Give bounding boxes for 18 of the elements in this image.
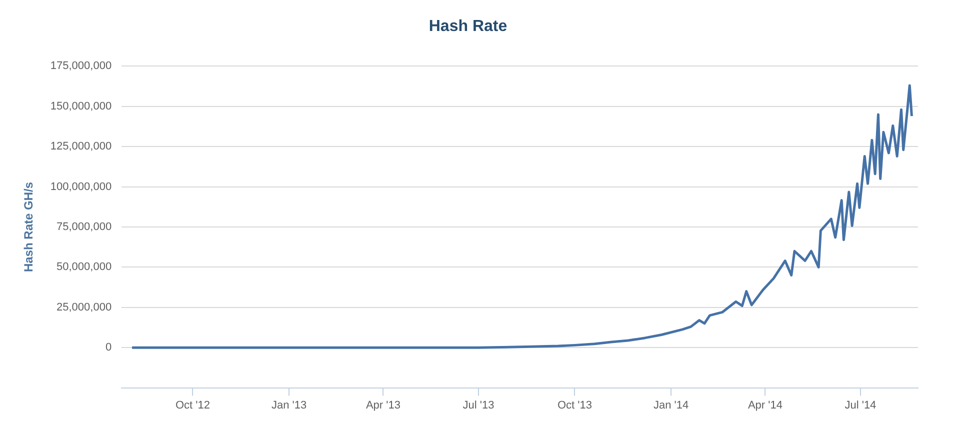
x-tick-label: Jan '14 [653,399,689,412]
y-tick-label: 150,000,000 [50,100,112,112]
x-tick-label: Jan '13 [271,399,307,412]
x-tick-label: Jul '13 [462,399,494,412]
y-axis-title: Hash Rate GH/s [22,182,36,272]
y-tick-label: 50,000,000 [56,261,112,274]
y-tick-label: 75,000,000 [56,221,112,234]
y-tick-label: 0 [105,342,112,354]
y-tick-label: 175,000,000 [50,60,112,72]
x-tick-label: Oct '12 [175,399,210,412]
chart-title: Hash Rate [428,18,508,36]
x-tick-label: Jul '14 [844,399,876,412]
x-tick-label: Apr '13 [366,399,400,412]
y-tick-label: 100,000,000 [50,180,112,193]
x-tick-label: Apr '14 [748,399,782,412]
y-tick-label: 25,000,000 [56,301,112,314]
x-tick-label: Oct '13 [557,399,592,412]
y-tick-label: 125,000,000 [50,140,112,153]
